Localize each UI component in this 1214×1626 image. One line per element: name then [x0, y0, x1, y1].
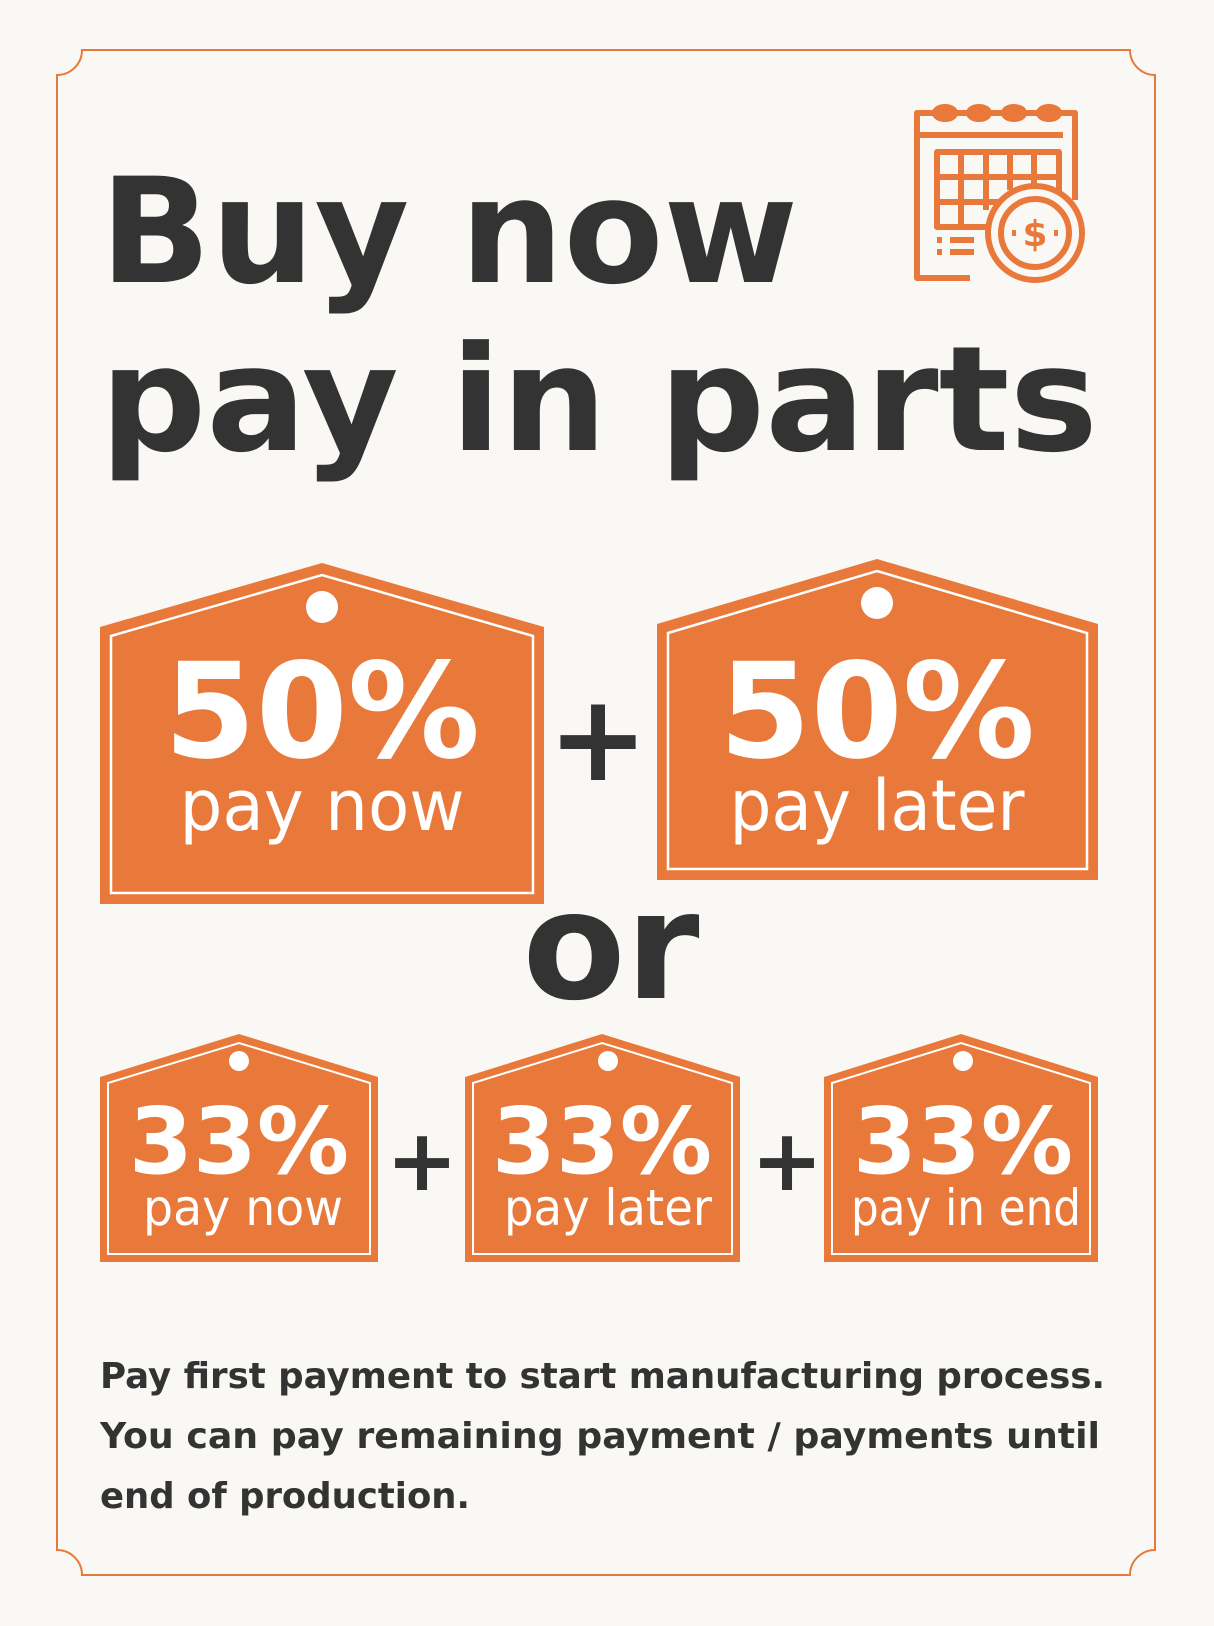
- or-separator: or: [522, 860, 699, 1034]
- plus-sign: +: [751, 1111, 823, 1211]
- svg-text:$: $: [1022, 214, 1047, 255]
- calendar-dollar-icon: $: [914, 104, 1085, 283]
- description-line-1: Pay first payment to start manufacturing…: [100, 1356, 1105, 1397]
- title-line-2: pay in parts: [100, 315, 1098, 485]
- decorative-border: [56, 49, 1156, 1576]
- tag-50-pay-later: 50% pay later: [657, 559, 1098, 880]
- description-line-3: end of production.: [100, 1476, 470, 1517]
- tag-percent: 33%: [853, 1088, 1073, 1195]
- tag-percent: 33%: [129, 1088, 349, 1195]
- tag-percent: 50%: [719, 635, 1035, 789]
- tag-hole: [229, 1051, 249, 1071]
- tag-hole: [861, 587, 893, 619]
- plus-sign: +: [386, 1111, 458, 1211]
- tag-label: pay now: [143, 1179, 343, 1237]
- tag-33-pay-now: 33% pay now: [100, 1034, 378, 1262]
- tag-percent: 33%: [492, 1088, 712, 1195]
- title-line-1: Buy now: [100, 147, 798, 317]
- tag-50-pay-now: 50% pay now: [100, 563, 544, 904]
- tag-label: pay now: [180, 765, 465, 847]
- description-line-2: You can pay remaining payment / payments…: [99, 1416, 1100, 1457]
- tag-label: pay later: [730, 765, 1025, 847]
- tag-33-pay-in-end: 33% pay in end: [824, 1034, 1098, 1262]
- tag-33-pay-later: 33% pay later: [465, 1034, 740, 1262]
- tag-percent: 50%: [164, 635, 480, 789]
- plus-sign: +: [548, 670, 649, 809]
- tag-label: pay later: [504, 1179, 712, 1237]
- tag-hole: [953, 1051, 973, 1071]
- tag-hole: [306, 591, 338, 623]
- tag-label: pay in end: [851, 1179, 1081, 1237]
- tag-hole: [598, 1051, 618, 1071]
